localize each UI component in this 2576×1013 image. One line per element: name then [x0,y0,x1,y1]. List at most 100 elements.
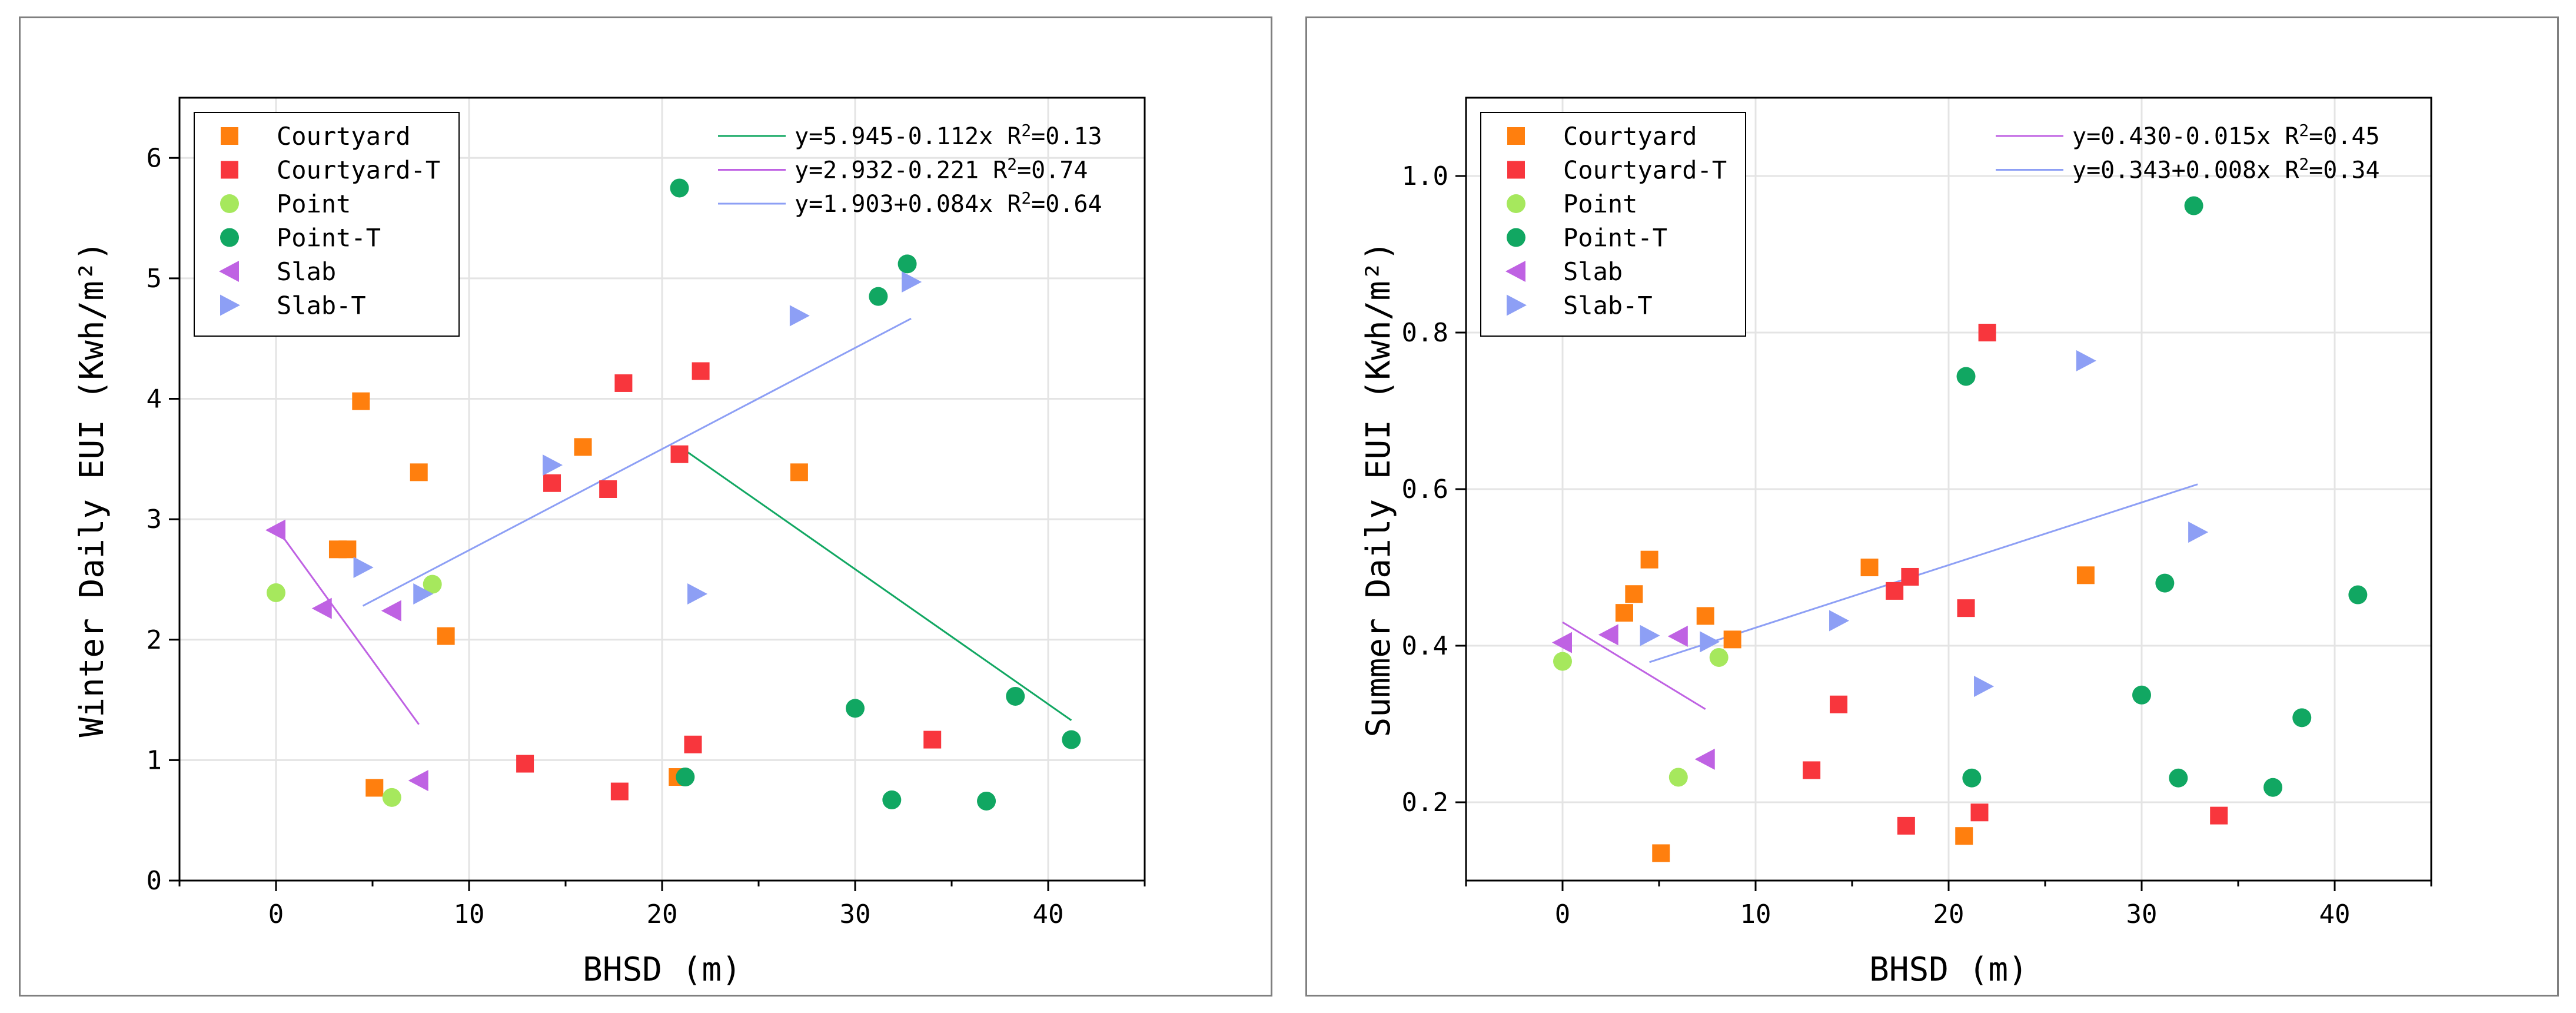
legend-marker-courtyard [1507,127,1525,145]
point-slab-t [1829,610,1850,632]
data-points [1552,196,2368,862]
y-tick-label: 6 [147,143,162,173]
legend-label-point-t: Point-T [277,224,381,253]
point-point [267,583,285,602]
point-courtyard-t [614,374,633,392]
legend-marker-point [1507,194,1525,213]
legend-label-courtyard-t: Courtyard-T [277,156,440,185]
legend-marker-slab [1505,261,1525,282]
point-courtyard-t [692,362,710,380]
x-axis-title: BHSD (m) [583,951,742,989]
point-courtyard [365,779,384,797]
winter-eui-chart: 0 10 20 30 40 0 1 2 3 4 5 6 BHSD (m) Winter Daily EUI… [73,97,1146,989]
point-point-t [898,254,917,274]
point-courtyard-t [1803,761,1821,779]
point-point-t [2184,196,2203,215]
point-point-t [2263,778,2283,797]
point-courtyard-t [1886,582,1904,600]
point-point-t [2348,585,2368,605]
legend-marker-courtyard-t [1507,161,1525,179]
y-tick-label: 0.8 [1402,318,1448,348]
legend-label-courtyard: Courtyard [277,122,411,151]
point-courtyard [410,463,428,481]
x-tick-label: 40 [2319,899,2351,929]
equation-label-slab-t: y=0.343+0.008x R2=0.34 [2072,155,2380,184]
point-courtyard-t [2210,806,2228,825]
point-point-t [1062,730,1081,749]
point-courtyard [790,463,808,481]
legend-label-slab: Slab [1563,257,1623,286]
point-courtyard [1860,559,1879,576]
point-point [1709,647,1729,667]
y-tick-label: 5 [147,264,162,294]
right-chart-panel: 0 10 20 30 40 0.2 0.4 0.6 0.8 1.0 BHSD (m) Summer D… [1305,16,2559,997]
point-courtyard [1652,844,1670,862]
y-tick-label: 4 [147,384,162,414]
point-slab [408,770,428,792]
point-slab [381,600,401,622]
point-point-t [1956,367,1976,386]
point-courtyard [1625,585,1643,603]
point-point-t [676,768,695,787]
legend-marker-point [220,194,239,213]
legend-marker-courtyard [221,127,238,145]
x-tick-label: 10 [1740,899,1771,929]
point-courtyard [1696,607,1714,625]
point-point [382,788,401,807]
point-slab [265,519,285,541]
point-slab-t [413,583,434,605]
point-slab-t [902,271,922,293]
equation-label-slab-t: y=1.903+0.084x R2=0.64 [795,188,1102,218]
point-courtyard-t [1901,567,1919,586]
point-slab-t [1640,625,1660,646]
point-point-t [869,287,888,306]
y-axis-title: Winter Daily EUI (Kwh/m²) [73,241,111,738]
x-tick-label: 0 [268,899,284,929]
legend-label-point: Point [1563,190,1637,218]
point-slab-t [1700,631,1720,653]
y-axis-title: Summer Daily EUI (Kwh/m²) [1360,241,1398,738]
point-courtyard-t [684,735,702,753]
point-courtyard-t [1957,599,1975,617]
y-tick-label: 0.6 [1402,474,1448,504]
point-slab [1694,748,1715,770]
point-courtyard-t [1978,324,1996,341]
point-slab [1598,624,1618,646]
point-courtyard-t [1970,803,1989,822]
point-courtyard-t [923,730,942,749]
legend-label-point-t: Point-T [1563,224,1667,253]
x-tick-label: 10 [454,899,485,929]
equation-label-slab: y=0.430-0.015x R2=0.45 [2072,121,2380,150]
point-courtyard [1723,630,1741,649]
point-courtyard [437,627,455,645]
point-courtyard [1640,550,1658,569]
point-slab [311,597,332,619]
x-axis-title: BHSD (m) [1869,951,2028,989]
point-courtyard-t [599,480,617,498]
point-point-t [2292,708,2312,728]
point-courtyard-t [610,782,629,801]
equation-label-slab: y=2.932-0.221 R2=0.74 [795,155,1088,184]
x-tick-label: 20 [647,899,678,929]
x-tick-label: 30 [2126,899,2158,929]
legend-label-courtyard-t: Courtyard-T [1563,156,1727,185]
y-tick-label: 1.0 [1402,161,1448,191]
y-tick-label: 0.4 [1402,631,1448,661]
legend-box [1480,112,1746,337]
y-tick-label: 1 [147,745,162,775]
legend-label-point: Point [277,190,351,218]
point-point [1668,768,1688,787]
point-courtyard [1955,827,1973,845]
y-tick-label: 3 [147,504,162,534]
fit-line-point-t [679,446,1072,721]
point-courtyard [352,392,370,410]
y-tick-label: 2 [147,625,162,655]
x-tick-label: 0 [1555,899,1571,929]
point-slab-t [789,305,810,327]
point-slab-t [543,454,563,476]
fit-line-slab [275,527,420,725]
point-slab-t [687,583,708,605]
point-slab-t [2188,522,2209,543]
point-point-t [846,699,865,718]
summer-eui-chart: 0 10 20 30 40 0.2 0.4 0.6 0.8 1.0 BHSD (m) Summer D… [1360,97,2432,989]
